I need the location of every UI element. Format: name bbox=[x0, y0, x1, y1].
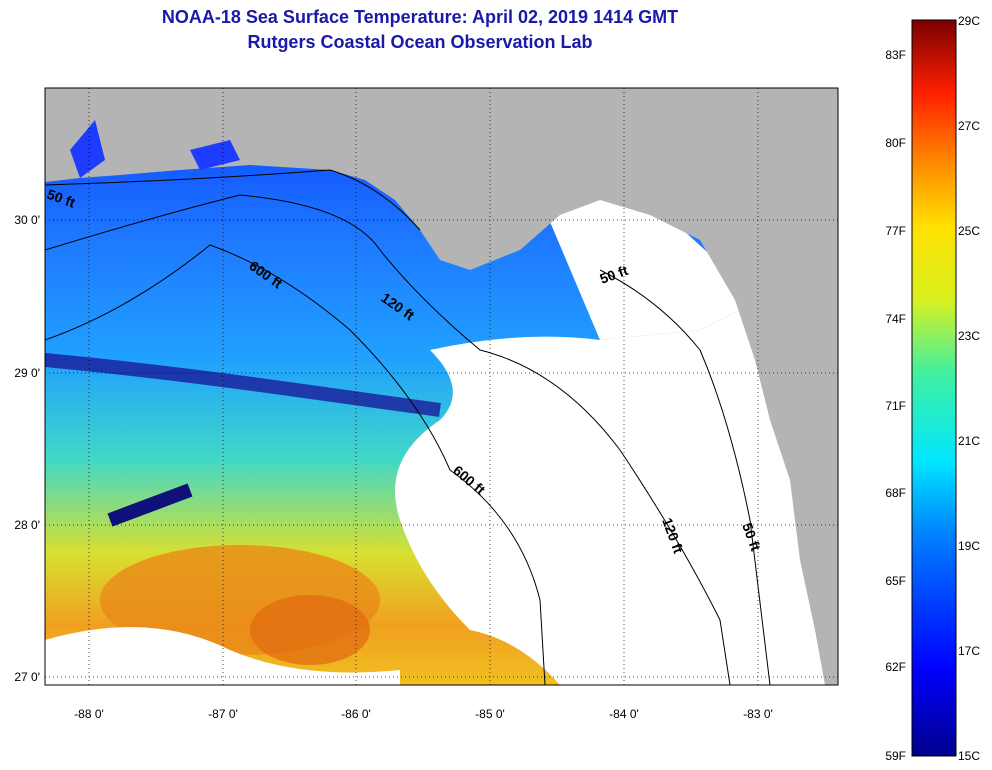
lat-tick-label: 29 0' bbox=[14, 366, 40, 380]
colorbar-f-label: 62F bbox=[885, 660, 906, 674]
colorbar: 83F 80F 77F 74F 71F 68F 65F 62F 59F 29C … bbox=[885, 14, 980, 763]
mobile-bay bbox=[70, 120, 105, 178]
contour-50ft-east bbox=[599, 269, 771, 685]
contour-120ft bbox=[45, 194, 731, 685]
lat-tick-label: 28 0' bbox=[14, 518, 40, 532]
contour-600ft bbox=[45, 244, 546, 685]
pensacola-bay bbox=[190, 140, 240, 170]
lon-tick-label: -85 0' bbox=[475, 707, 505, 721]
lon-tick-label: -83 0' bbox=[743, 707, 773, 721]
map-subtitle: Rutgers Coastal Ocean Observation Lab bbox=[247, 32, 593, 52]
lat-tick-label: 30 0' bbox=[14, 213, 40, 227]
colorbar-c-label: 23C bbox=[958, 329, 980, 343]
map-frame bbox=[44, 87, 839, 686]
colorbar-c-label: 25C bbox=[958, 224, 980, 238]
colorbar-f-label: 83F bbox=[885, 48, 906, 62]
lon-tick-label: -87 0' bbox=[208, 707, 238, 721]
cold-filament bbox=[45, 353, 441, 417]
colorbar-f-label: 65F bbox=[885, 574, 906, 588]
colorbar-gradient bbox=[911, 19, 957, 757]
colorbar-c-label: 29C bbox=[958, 14, 980, 28]
lat-tick-label: 27 0' bbox=[14, 670, 40, 684]
colorbar-f-label: 74F bbox=[885, 312, 906, 326]
lon-tick-label: -84 0' bbox=[609, 707, 639, 721]
colorbar-c-label: 15C bbox=[958, 749, 980, 763]
cloud-cover-northeast bbox=[545, 196, 760, 340]
colorbar-c-label: 19C bbox=[958, 539, 980, 553]
map-title: NOAA-18 Sea Surface Temperature: April 0… bbox=[161, 7, 679, 27]
colorbar-c-label: 21C bbox=[958, 434, 980, 448]
lon-tick-label: -88 0' bbox=[74, 707, 104, 721]
cloud-cover-east bbox=[395, 300, 838, 685]
longitude-axis: -88 0' -87 0' -86 0' -85 0' -84 0' -83 0… bbox=[74, 707, 773, 721]
colorbar-f-label: 77F bbox=[885, 224, 906, 238]
contour-50ft-west bbox=[45, 169, 421, 231]
warm-water-core bbox=[250, 595, 370, 665]
colorbar-f-label: 80F bbox=[885, 136, 906, 150]
cold-eddy bbox=[107, 483, 193, 527]
map-area bbox=[45, 88, 838, 685]
colorbar-f-label: 68F bbox=[885, 486, 906, 500]
colorbar-c-label: 17C bbox=[958, 644, 980, 658]
colorbar-c-label: 27C bbox=[958, 119, 980, 133]
lat-lon-grid bbox=[45, 88, 838, 685]
colorbar-f-label: 59F bbox=[885, 749, 906, 763]
land-mass bbox=[45, 88, 838, 685]
colorbar-f-label: 71F bbox=[885, 399, 906, 413]
latitude-axis: 30 0' 29 0' 28 0' 27 0' bbox=[14, 213, 40, 684]
lon-tick-label: -86 0' bbox=[341, 707, 371, 721]
